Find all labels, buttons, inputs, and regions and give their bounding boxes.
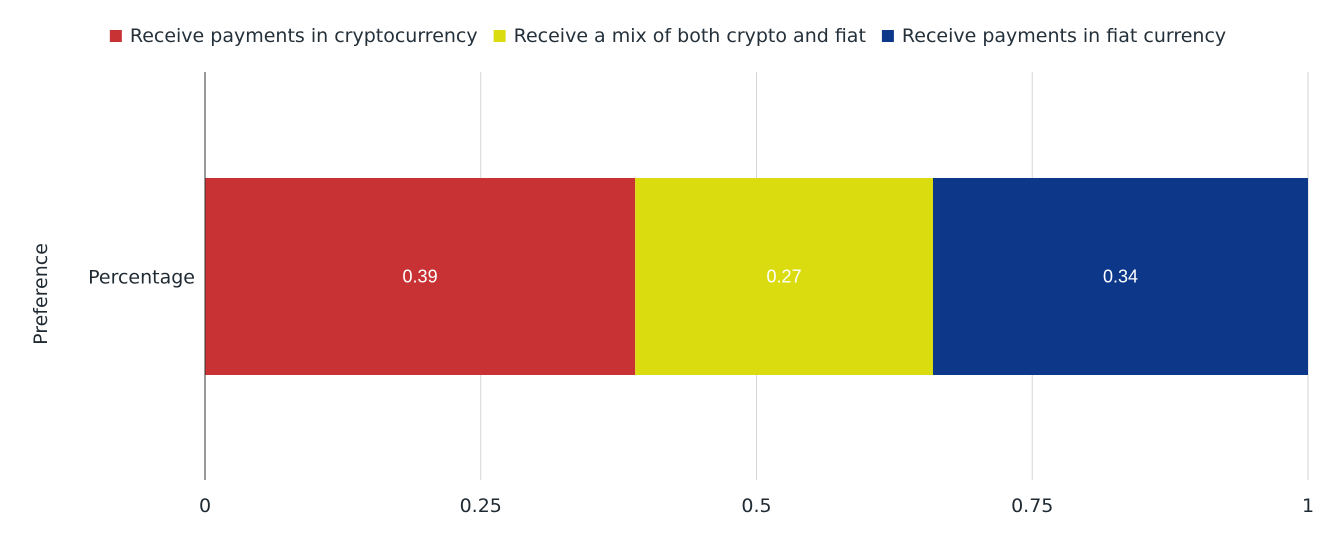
legend-item: Receive payments in fiat currency xyxy=(881,25,1226,47)
bar-segment xyxy=(932,178,1308,375)
data-label: 0.27 xyxy=(767,267,802,287)
legend-label: Receive payments in fiat currency xyxy=(902,25,1226,47)
legend-item: Receive a mix of both crypto and fiat xyxy=(493,25,866,47)
legend-swatch xyxy=(881,30,894,42)
legend-item: Receive payments in cryptocurrency xyxy=(109,25,478,47)
x-tick-label: 0.25 xyxy=(460,495,502,517)
legend: Receive payments in cryptocurrency Receiv… xyxy=(109,25,1226,47)
x-tick-label: 1 xyxy=(1302,495,1314,517)
bars: 0.39 0.27 0.34 xyxy=(205,178,1308,375)
legend-swatch xyxy=(493,30,506,42)
x-tick-label: 0.75 xyxy=(1011,495,1053,517)
bar-segment xyxy=(205,178,636,375)
category-label: Percentage xyxy=(88,267,195,289)
bar-segment xyxy=(635,178,933,375)
legend-label: Receive a mix of both crypto and fiat xyxy=(514,25,866,47)
x-tick-label: 0 xyxy=(199,495,211,517)
legend-label: Receive payments in cryptocurrency xyxy=(130,25,478,47)
x-tick-label: 0.5 xyxy=(741,495,771,517)
axes: 0 0.25 0.5 0.75 1 Percentage xyxy=(88,72,1314,517)
legend-swatch xyxy=(109,30,122,42)
data-label: 0.39 xyxy=(403,267,438,287)
y-axis-title: Preference xyxy=(30,243,52,345)
data-label: 0.34 xyxy=(1103,267,1138,287)
